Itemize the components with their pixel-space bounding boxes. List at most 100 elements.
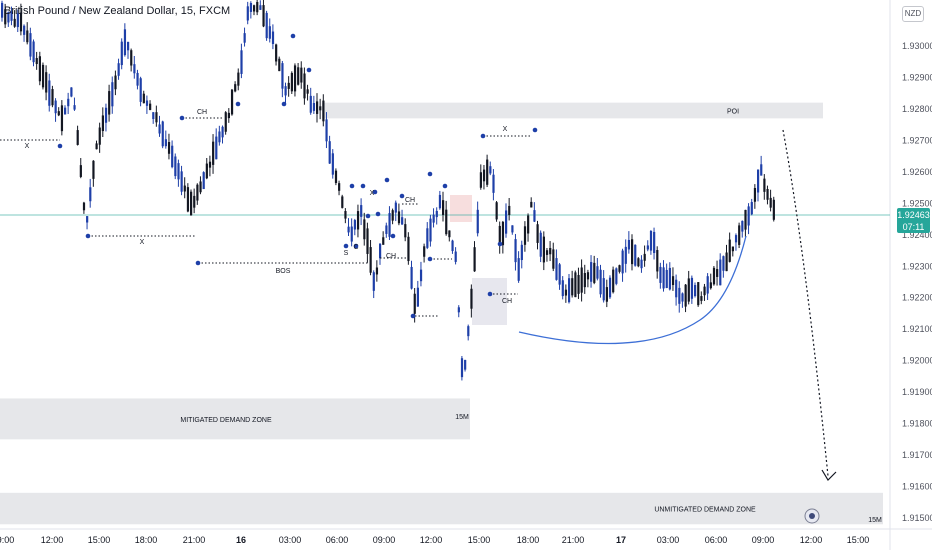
candle-body [580, 267, 583, 293]
candle-body [706, 276, 709, 294]
candle-body [501, 221, 505, 246]
swing-marker [57, 143, 63, 149]
swing-marker [427, 171, 433, 177]
candle-body [177, 163, 180, 180]
candle-body [82, 202, 86, 211]
candle-body [130, 50, 133, 66]
candle-body [322, 100, 325, 122]
candle-body [366, 228, 369, 254]
demand-highlight-box [472, 278, 507, 325]
zone-mitigated-demand-zone [0, 398, 470, 440]
price-axis-label: 1.92000 [902, 356, 932, 366]
time-axis-label: 09:00 [752, 535, 775, 545]
candle-body [95, 143, 98, 150]
candle-body [293, 65, 297, 92]
zone-label: POI [727, 109, 739, 116]
candle-body [605, 287, 608, 302]
annotation-label: CH [197, 109, 207, 116]
price-axis-label: 1.92500 [902, 198, 932, 208]
current-price-tag: 1.92463 07:11 [897, 208, 930, 233]
candle-body [492, 174, 495, 193]
annotation-label: 15M [455, 414, 469, 421]
candle-body [731, 246, 734, 252]
price-axis-label: 1.93000 [902, 41, 932, 51]
watermark-logo-center [809, 513, 815, 519]
candle-body [460, 358, 464, 378]
candle-body [111, 82, 114, 107]
candle-body [193, 195, 196, 208]
candle-body [104, 107, 108, 123]
candle-body [275, 44, 278, 62]
candle-body [89, 187, 92, 202]
candle-body [435, 210, 438, 218]
candle-body [139, 78, 142, 102]
time-axis-label: 21:00 [183, 535, 206, 545]
candle-body [482, 169, 486, 182]
candle-body [429, 218, 432, 242]
price-axis-label: 1.91900 [902, 387, 932, 397]
zone-label: UNMITIGATED DEMAND ZONE [654, 507, 756, 514]
candle-body [319, 106, 322, 111]
candle-body [719, 259, 722, 286]
candle-body [199, 181, 202, 193]
candle-body [227, 112, 230, 119]
candle-body [4, 9, 7, 25]
candle-body [76, 130, 79, 145]
candle-body [350, 226, 353, 242]
candle-body [457, 307, 460, 313]
candle-body [372, 272, 375, 291]
candle-body [470, 288, 473, 309]
candle-body [271, 31, 275, 44]
annotation-label: CH [502, 298, 512, 305]
annotation-label: C [353, 244, 358, 251]
candle-body [171, 145, 174, 168]
candle-body [596, 266, 599, 279]
candle-body [331, 153, 334, 175]
price-axis-label: 1.91500 [902, 513, 932, 523]
candle-body [142, 93, 145, 104]
candle-body [38, 56, 41, 82]
candle-body [725, 252, 728, 272]
candle-body [344, 211, 347, 219]
candle-body [703, 286, 706, 296]
candle-body [599, 269, 602, 295]
swing-marker [390, 233, 396, 239]
time-axis-label: 03:00 [657, 535, 680, 545]
candle-body [234, 84, 237, 92]
candle-body [527, 215, 530, 234]
candle-body [127, 41, 130, 51]
candle-body [256, 2, 259, 13]
candle-body [297, 67, 300, 85]
price-axis-label: 1.92300 [902, 261, 932, 271]
candle-body [306, 89, 309, 94]
swing-marker [179, 115, 185, 121]
currency-badge[interactable]: NZD [902, 6, 924, 22]
candle-body [549, 247, 552, 255]
candle-body [593, 262, 596, 283]
candle-body [763, 178, 766, 192]
candle-body [287, 82, 290, 89]
candle-body [35, 58, 38, 65]
candle-body [114, 75, 117, 90]
candle-body [473, 247, 476, 272]
candle-body [243, 33, 246, 43]
candle-body [290, 72, 293, 92]
candle-body [253, 5, 256, 12]
candle-body [627, 239, 631, 250]
candle-body [278, 58, 281, 72]
swing-marker [306, 67, 312, 73]
time-axis-label: 21:00 [562, 535, 585, 545]
swing-marker [487, 291, 493, 297]
candle-body [316, 101, 319, 114]
candle-body [215, 136, 218, 160]
candle-body [208, 161, 212, 168]
time-axis-label: 09:00 [373, 535, 396, 545]
candle-body [174, 156, 177, 177]
candle-body [697, 282, 700, 306]
candle-body [498, 225, 501, 246]
candle-body [312, 103, 316, 111]
candle-body [410, 266, 413, 289]
zone-unmitigated-demand-zone [0, 492, 883, 525]
